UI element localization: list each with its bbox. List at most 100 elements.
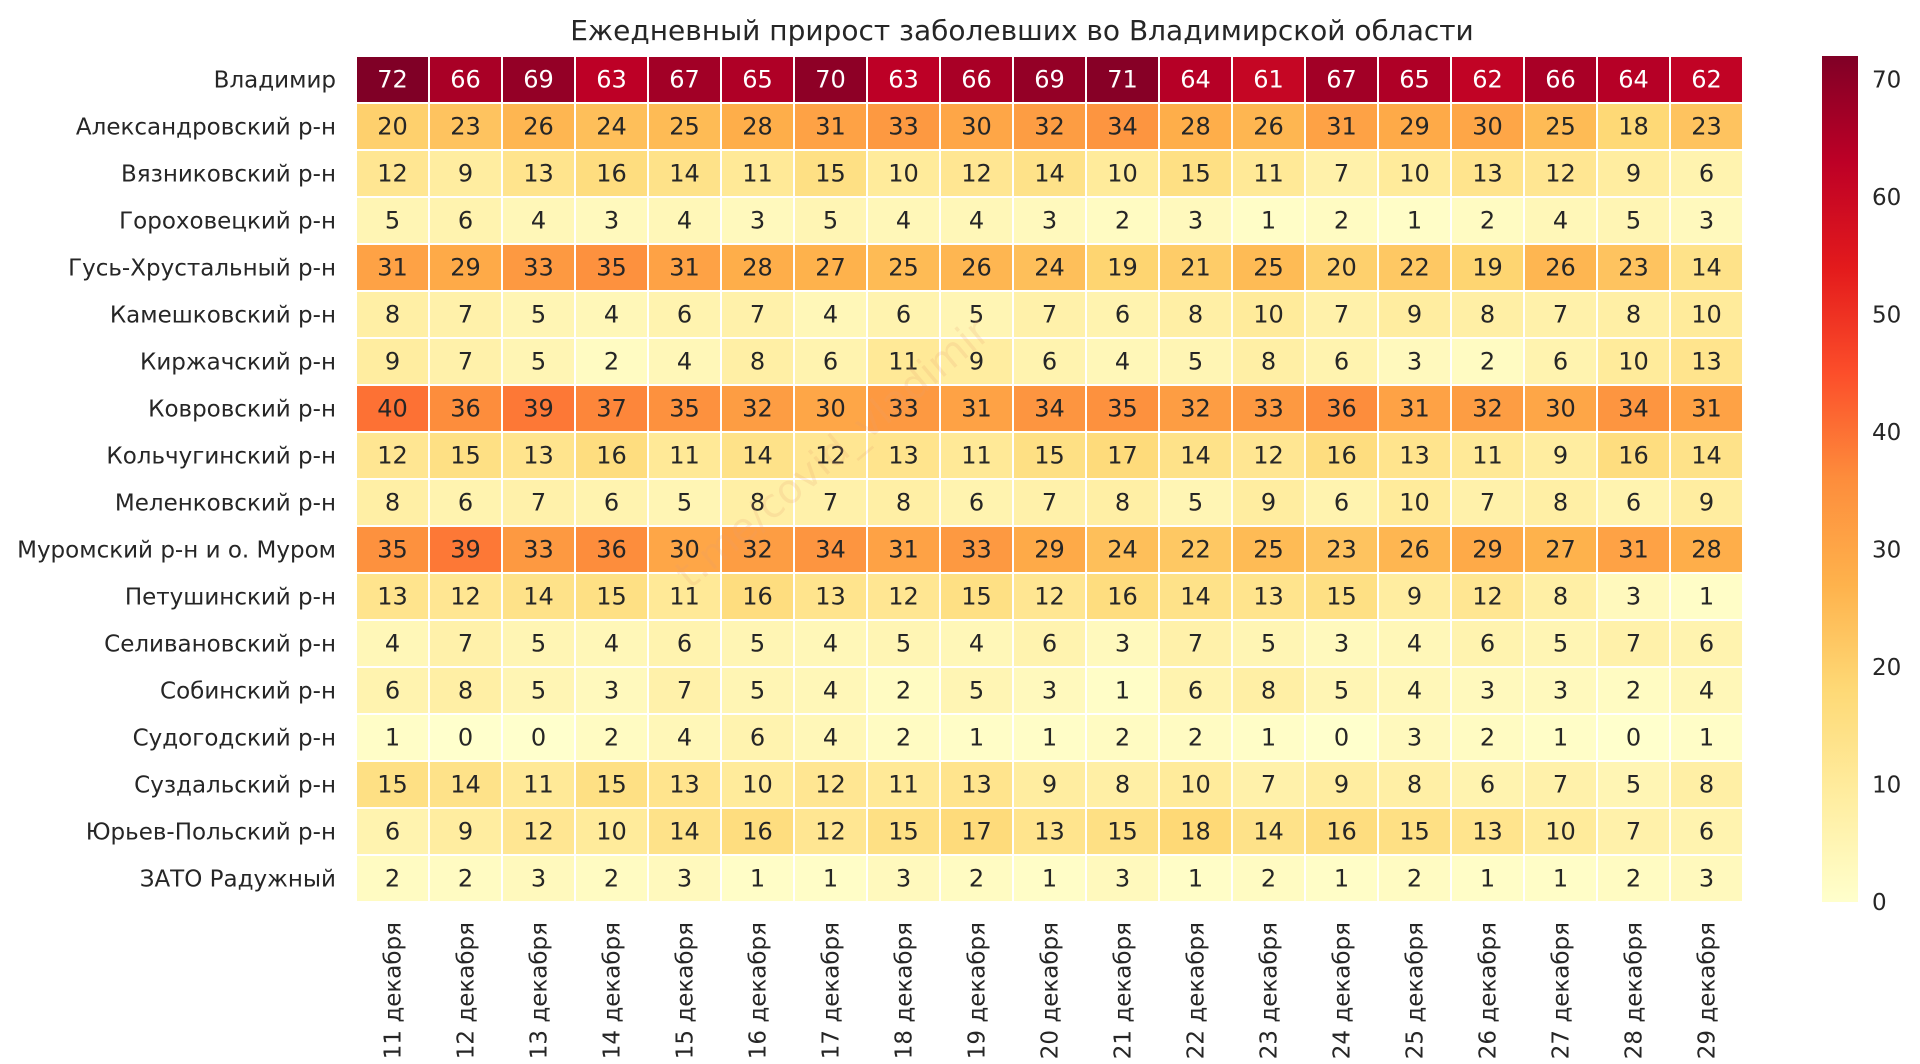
heatmap-cell bbox=[355, 572, 430, 621]
cell-value-label: 13 bbox=[377, 583, 408, 611]
cell-value-label: 30 bbox=[815, 395, 846, 423]
heatmap-cell bbox=[939, 760, 1014, 809]
cell-value-label: 6 bbox=[1626, 489, 1641, 517]
cell-value-label: 6 bbox=[1334, 489, 1349, 517]
heatmap-cell bbox=[1450, 525, 1525, 574]
heatmap-cell bbox=[1377, 854, 1452, 903]
heatmap-cell bbox=[720, 55, 795, 104]
heatmap-cell bbox=[574, 807, 649, 856]
cell-value-label: 7 bbox=[1553, 301, 1568, 329]
cell-value-label: 28 bbox=[1691, 536, 1722, 564]
cell-value-label: 23 bbox=[1618, 254, 1649, 282]
cell-value-label: 16 bbox=[596, 442, 627, 470]
cell-value-label: 15 bbox=[1034, 442, 1065, 470]
cell-value-label: 6 bbox=[1699, 160, 1714, 188]
cell-value-label: 6 bbox=[1480, 630, 1495, 658]
cell-value-label: 3 bbox=[1115, 865, 1130, 893]
heatmap-cell bbox=[1012, 478, 1087, 527]
heatmap-cell bbox=[1158, 243, 1233, 292]
heatmap-cell bbox=[355, 243, 430, 292]
cell-value-label: 31 bbox=[669, 254, 700, 282]
cell-value-label: 31 bbox=[1618, 536, 1649, 564]
heatmap-cell bbox=[574, 525, 649, 574]
cell-value-label: 10 bbox=[1399, 489, 1430, 517]
heatmap-cell bbox=[1158, 384, 1233, 433]
heatmap-cell bbox=[1085, 572, 1160, 621]
heatmap-cell bbox=[647, 337, 722, 386]
heatmap-cell bbox=[501, 243, 576, 292]
cell-value-label: 19 bbox=[1472, 254, 1503, 282]
heatmap-cell bbox=[793, 196, 868, 245]
cell-value-label: 24 bbox=[1034, 254, 1065, 282]
heatmap-cell bbox=[501, 572, 576, 621]
cell-value-label: 12 bbox=[888, 583, 919, 611]
cell-value-label: 12 bbox=[523, 818, 554, 846]
cell-value-label: 31 bbox=[1326, 113, 1357, 141]
cell-value-label: 33 bbox=[1253, 395, 1284, 423]
cell-value-label: 9 bbox=[1407, 583, 1422, 611]
colorbar-tick-label: 50 bbox=[1872, 303, 1901, 329]
cell-value-label: 22 bbox=[1180, 536, 1211, 564]
column-label: 14 декабря bbox=[600, 922, 626, 1059]
heatmap-cell bbox=[1596, 196, 1671, 245]
heatmap-cell bbox=[1085, 196, 1160, 245]
heatmap-cell bbox=[501, 619, 576, 668]
cell-value-label: 25 bbox=[888, 254, 919, 282]
cell-value-label: 9 bbox=[969, 348, 984, 376]
cell-value-label: 33 bbox=[888, 113, 919, 141]
cell-value-label: 30 bbox=[669, 536, 700, 564]
cell-value-label: 13 bbox=[1472, 818, 1503, 846]
cell-value-label: 26 bbox=[961, 254, 992, 282]
cell-value-label: 27 bbox=[815, 254, 846, 282]
heatmap-cell bbox=[1012, 55, 1087, 104]
cell-value-label: 14 bbox=[1691, 442, 1722, 470]
heatmap-cell bbox=[1158, 572, 1233, 621]
heatmap-cell bbox=[1669, 478, 1744, 527]
cell-value-label: 2 bbox=[604, 724, 619, 752]
heatmap-cell bbox=[1231, 666, 1306, 715]
cell-value-label: 29 bbox=[1472, 536, 1503, 564]
cell-value-label: 64 bbox=[1618, 66, 1649, 94]
cell-value-label: 16 bbox=[596, 160, 627, 188]
cell-value-label: 9 bbox=[1626, 160, 1641, 188]
heatmap-cell bbox=[866, 478, 941, 527]
cell-value-label: 0 bbox=[458, 724, 473, 752]
cell-value-label: 26 bbox=[1545, 254, 1576, 282]
cell-value-label: 28 bbox=[1180, 113, 1211, 141]
heatmap-cell bbox=[574, 666, 649, 715]
column-label: 25 декабря bbox=[1403, 922, 1429, 1059]
heatmap-cell bbox=[720, 243, 795, 292]
cell-value-label: 13 bbox=[1034, 818, 1065, 846]
cell-value-label: 8 bbox=[1261, 348, 1276, 376]
cell-value-label: 12 bbox=[377, 160, 408, 188]
heatmap-cell bbox=[1450, 807, 1525, 856]
heatmap-cell bbox=[355, 55, 430, 104]
cell-value-label: 13 bbox=[669, 771, 700, 799]
row-label: Вязниковский р-н bbox=[121, 162, 336, 188]
cell-value-label: 40 bbox=[377, 395, 408, 423]
cell-value-label: 6 bbox=[604, 489, 619, 517]
cell-value-label: 6 bbox=[1699, 630, 1714, 658]
heatmap-cell bbox=[1450, 384, 1525, 433]
cell-value-label: 10 bbox=[1399, 160, 1430, 188]
heatmap-cell bbox=[1085, 149, 1160, 198]
cell-value-label: 5 bbox=[531, 630, 546, 658]
column-label: 12 декабря bbox=[454, 922, 480, 1059]
cell-value-label: 7 bbox=[1626, 818, 1641, 846]
row-label: Владимир bbox=[214, 68, 336, 94]
cell-value-label: 39 bbox=[450, 536, 481, 564]
cell-value-label: 1 bbox=[1334, 865, 1349, 893]
cell-value-label: 6 bbox=[1699, 818, 1714, 846]
heatmap-cell bbox=[1231, 478, 1306, 527]
heatmap-cell bbox=[1158, 807, 1233, 856]
cell-value-label: 11 bbox=[523, 771, 554, 799]
cell-value-label: 17 bbox=[1107, 442, 1138, 470]
cell-value-label: 3 bbox=[1115, 630, 1130, 658]
row-label: Камешковский р-н bbox=[110, 303, 336, 329]
cell-value-label: 4 bbox=[1553, 207, 1568, 235]
cell-value-label: 61 bbox=[1253, 66, 1284, 94]
heatmap-cell bbox=[1377, 431, 1452, 480]
cell-value-label: 31 bbox=[961, 395, 992, 423]
cell-value-label: 69 bbox=[1034, 66, 1065, 94]
cell-value-label: 35 bbox=[377, 536, 408, 564]
